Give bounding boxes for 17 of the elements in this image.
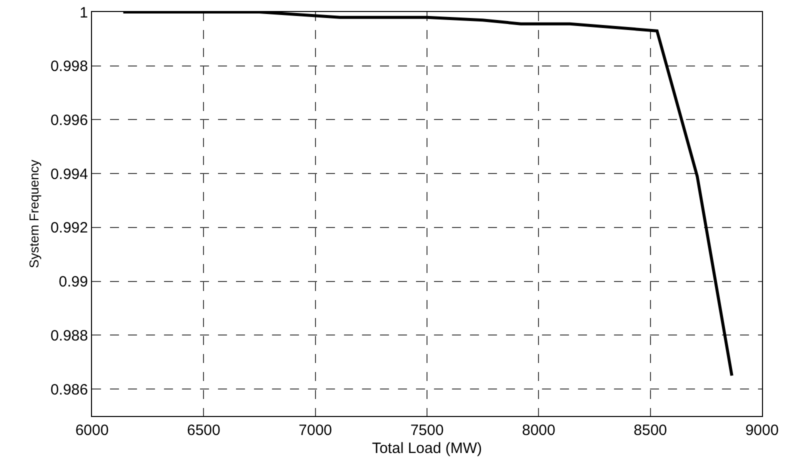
y-tick-label: 0.992 (50, 220, 88, 237)
x-tick-label: 8500 (634, 422, 668, 439)
x-tick-label: 9000 (745, 422, 779, 439)
x-tick-label: 7000 (298, 422, 332, 439)
y-tick-label: 0.986 (50, 381, 88, 398)
x-axis-title: Total Load (MW) (372, 440, 482, 457)
y-tick-label: 0.988 (50, 327, 88, 344)
y-tick-label: 1 (80, 4, 88, 22)
y-axis-title: System Frequency (26, 159, 42, 268)
x-tick-label: 7500 (410, 422, 444, 439)
x-tick-label: 6000 (75, 422, 109, 439)
x-tick-label: 8000 (522, 422, 556, 439)
x-tick-label: 6500 (186, 422, 220, 439)
y-tick-label: 0.996 (50, 112, 88, 129)
y-tick-label: 0.99 (58, 274, 88, 291)
y-tick-label: 0.998 (50, 58, 88, 76)
y-tick-label: 0.994 (50, 166, 88, 183)
